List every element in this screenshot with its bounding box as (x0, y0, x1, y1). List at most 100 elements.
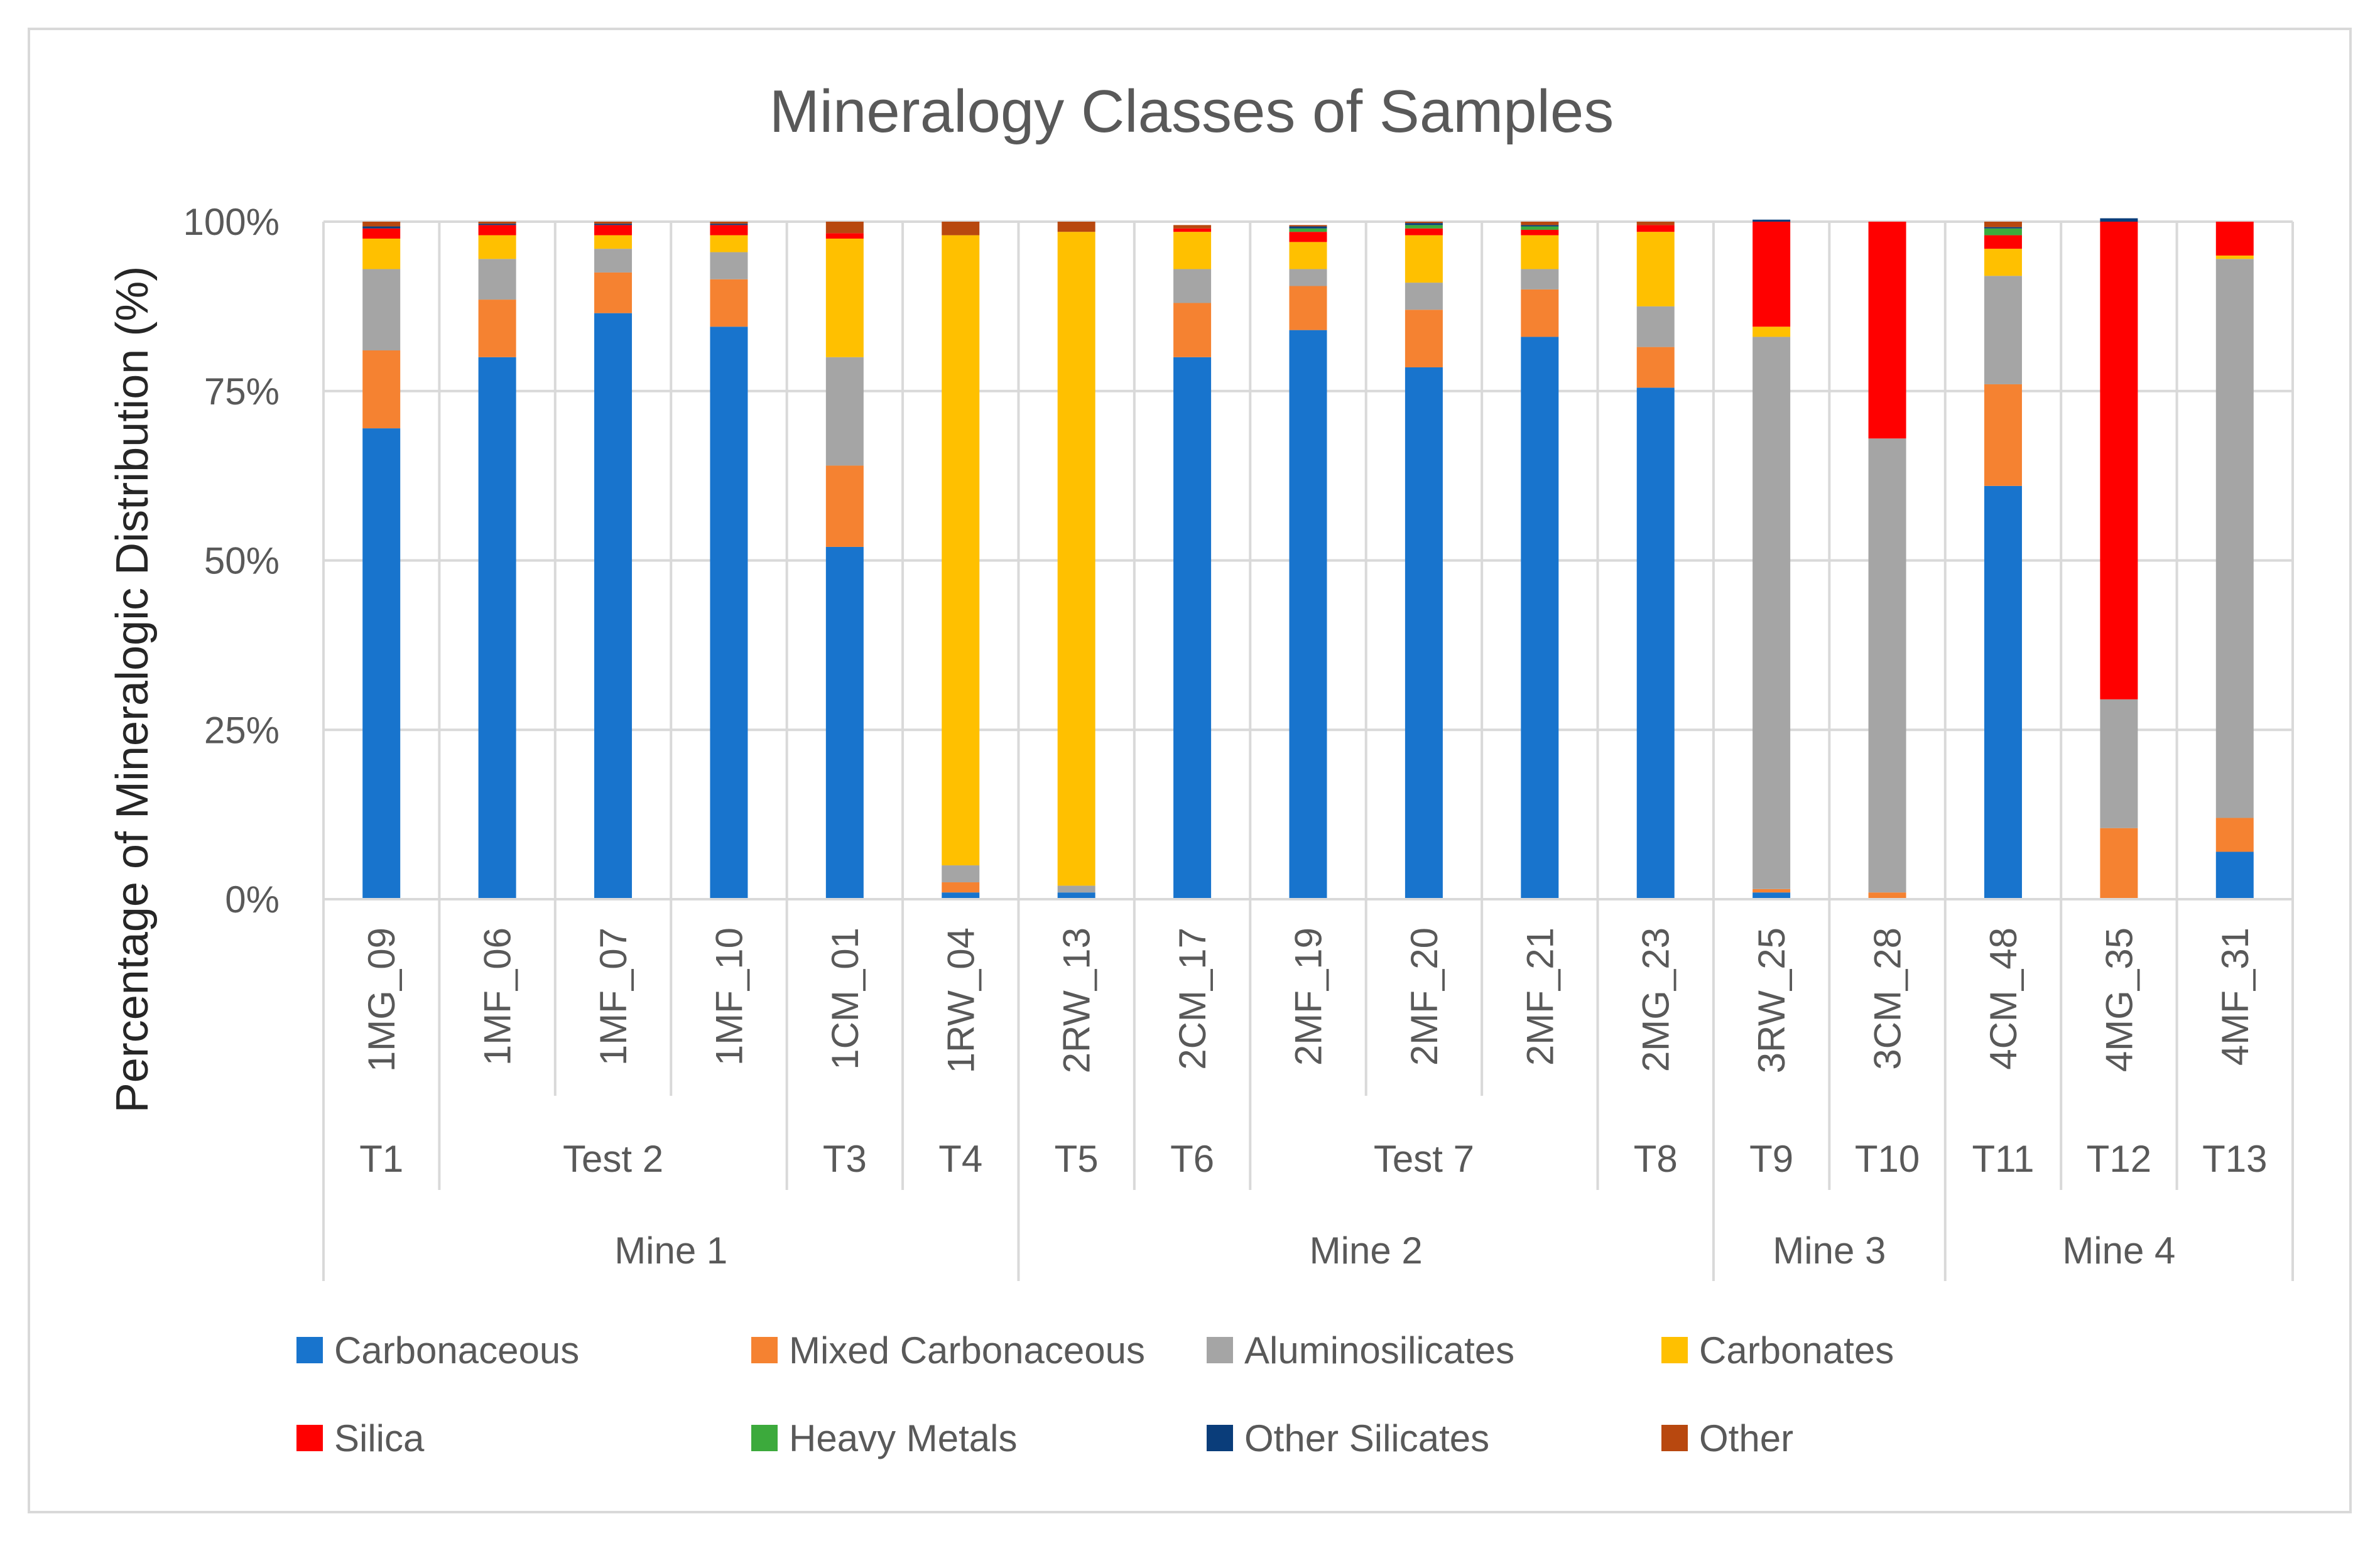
bar-segment (1057, 232, 1095, 886)
bar-segment (1752, 892, 1791, 899)
bar-segment (1752, 327, 1791, 337)
bar-segment (594, 224, 633, 225)
bar-segment (1057, 222, 1095, 232)
bar-segment (1173, 232, 1212, 269)
y-tick-label: 25% (204, 709, 280, 751)
bar-segment (1405, 222, 1443, 224)
bar-segment (1405, 223, 1443, 225)
bar-segment (1057, 885, 1095, 893)
bar-segment (1521, 222, 1559, 225)
y-tick-label: 75% (204, 370, 280, 413)
bar-segment (1752, 337, 1791, 889)
bar-segment (2100, 218, 2138, 222)
mine-group-label: Mine 2 (1310, 1230, 1423, 1272)
x-tick-label: 4MF_31 (2214, 927, 2256, 1066)
bar-segment (1636, 232, 1675, 306)
bar-segment (362, 226, 401, 229)
test-group-label: T12 (2087, 1138, 2151, 1180)
bar-segment (1173, 225, 1212, 229)
test-group-label: T9 (1749, 1138, 1793, 1180)
bar-segment (362, 269, 401, 351)
legend-swatch (1661, 1425, 1688, 1451)
bar-segment (1521, 269, 1559, 289)
bar-segment (1636, 387, 1675, 899)
x-tick-label: 2MF_20 (1403, 927, 1445, 1066)
legend-swatch (751, 1337, 778, 1363)
bar-segment (942, 892, 980, 899)
x-tick-label: 1MF_10 (708, 927, 750, 1066)
bar-segment (594, 272, 633, 313)
legend-label: Other (1699, 1417, 1793, 1459)
bar-segment (1173, 357, 1212, 899)
legend-label: Other Silicates (1244, 1417, 1489, 1459)
y-tick-label: 50% (204, 540, 280, 582)
bar-segment (362, 428, 401, 899)
x-tick-label: 1MF_06 (477, 927, 519, 1066)
bar-segment (2215, 852, 2254, 899)
bar-segment (1405, 225, 1443, 229)
bar-segment (1521, 235, 1559, 269)
bar-segment (942, 865, 980, 883)
mine-group-label: Mine 4 (2062, 1230, 2175, 1272)
legend-label: Mixed Carbonaceous (789, 1329, 1145, 1371)
test-group-label: T10 (1855, 1138, 1920, 1180)
bar-segment (478, 357, 516, 899)
legend-swatch (1207, 1337, 1233, 1363)
bar-segment (594, 313, 633, 899)
bar-segment (1984, 384, 2022, 486)
y-tick-label: 0% (225, 879, 280, 921)
y-axis-label: Percentage of Mineralogic Distribution (… (107, 266, 158, 1113)
bar-segment (362, 222, 401, 227)
bar-segment (710, 235, 748, 252)
bar-segment (1984, 235, 2022, 249)
bar-segment (1984, 249, 2022, 276)
x-tick-label: 3CM_28 (1867, 927, 1909, 1070)
bar-segment (1752, 889, 1791, 893)
bar-segment (942, 235, 980, 866)
bar-segment (1289, 228, 1327, 232)
bar-segment (825, 465, 864, 547)
legend-label: Aluminosilicates (1244, 1329, 1514, 1371)
bar-segment (362, 228, 401, 239)
bar-segment (594, 249, 633, 273)
x-tick-label: 2MG_23 (1635, 927, 1677, 1072)
bar-segment (594, 225, 633, 235)
bar-segment (1984, 227, 2022, 229)
bar-segment (1752, 219, 1791, 222)
bar-segment (1289, 242, 1327, 269)
bar-segment (825, 238, 864, 357)
bar-segment (1173, 228, 1212, 232)
bar-segment (2215, 222, 2254, 256)
bar-segment (1868, 438, 1906, 893)
test-group-label: T11 (1972, 1138, 2035, 1180)
bar-segment (1521, 226, 1559, 230)
legend-label: Carbonates (1699, 1329, 1894, 1371)
bar-segment (2100, 828, 2138, 899)
bar-segment (1173, 269, 1212, 303)
bar-segment (594, 222, 633, 224)
bar-segment (1521, 229, 1559, 235)
mine-group-label: Mine 1 (614, 1230, 727, 1272)
bar-segment (478, 259, 516, 300)
bar-segment (710, 327, 748, 899)
bar-segment (1984, 276, 2022, 384)
test-group-label: T1 (359, 1138, 403, 1180)
bar-segment (2215, 255, 2254, 259)
bar-segment (478, 222, 516, 224)
x-tick-label: 2MF_19 (1288, 927, 1330, 1066)
bar-segment (2215, 818, 2254, 852)
bar-segment (1289, 286, 1327, 330)
bar-segment (1405, 367, 1443, 899)
test-group-label: T3 (823, 1138, 867, 1180)
bar-segment (1289, 269, 1327, 286)
legend-label: Carbonaceous (334, 1329, 579, 1371)
test-group-label: T5 (1055, 1138, 1099, 1180)
x-tick-label: 2MF_21 (1519, 927, 1561, 1066)
bar-segment (1405, 235, 1443, 283)
x-tick-label: 4CM_48 (1982, 927, 2024, 1070)
legend: Carbonaceous Mixed Carbonaceous Aluminosil… (296, 1329, 1894, 1459)
mine-group-label: Mine 3 (1773, 1230, 1886, 1272)
bar-segment (1289, 232, 1327, 242)
bar-segment (478, 235, 516, 259)
